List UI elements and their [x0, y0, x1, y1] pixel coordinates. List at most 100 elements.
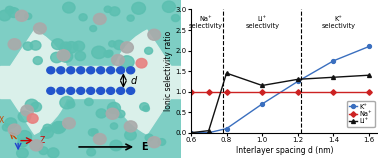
Circle shape: [106, 108, 119, 119]
Circle shape: [30, 140, 43, 151]
Circle shape: [96, 109, 107, 118]
Text: E: E: [141, 142, 148, 152]
Circle shape: [127, 87, 135, 94]
Circle shape: [148, 29, 161, 40]
Circle shape: [114, 40, 124, 50]
Circle shape: [75, 52, 85, 61]
Circle shape: [143, 106, 149, 112]
Circle shape: [57, 50, 70, 61]
Circle shape: [8, 8, 19, 18]
Text: Na⁺
selectivity: Na⁺ selectivity: [189, 16, 223, 29]
Text: d: d: [131, 76, 137, 86]
Circle shape: [93, 13, 106, 24]
K⁺: [189, 132, 193, 134]
Circle shape: [0, 10, 11, 21]
Circle shape: [27, 114, 38, 123]
Circle shape: [117, 87, 125, 94]
Circle shape: [110, 123, 118, 129]
Na⁺: [189, 91, 193, 93]
Circle shape: [91, 129, 98, 135]
Na⁺: [260, 91, 265, 93]
Circle shape: [79, 14, 87, 21]
Circle shape: [57, 87, 65, 94]
Circle shape: [148, 137, 161, 148]
Circle shape: [30, 41, 41, 50]
Circle shape: [107, 87, 115, 94]
Circle shape: [106, 50, 113, 56]
Circle shape: [85, 98, 93, 106]
Circle shape: [88, 129, 97, 136]
Circle shape: [5, 6, 14, 14]
Na⁺: [367, 91, 371, 93]
Circle shape: [51, 122, 65, 134]
Circle shape: [67, 101, 75, 108]
Circle shape: [41, 127, 53, 138]
Li⁺: [206, 130, 211, 132]
K⁺: [296, 80, 300, 82]
Circle shape: [110, 140, 122, 151]
Bar: [0, 66, 181, 98]
Text: X: X: [0, 116, 4, 125]
Circle shape: [17, 148, 28, 158]
Circle shape: [77, 87, 85, 94]
Li⁺: [189, 132, 193, 134]
Circle shape: [136, 58, 147, 68]
X-axis label: Interlayer spacing d (nm): Interlayer spacing d (nm): [236, 146, 333, 155]
Li⁺: [224, 72, 229, 74]
Circle shape: [34, 23, 46, 34]
Circle shape: [63, 118, 75, 129]
Circle shape: [117, 67, 125, 74]
Bar: [0, 98, 181, 158]
Circle shape: [67, 87, 75, 94]
Na⁺: [296, 91, 300, 93]
Circle shape: [92, 46, 106, 59]
Circle shape: [21, 105, 34, 116]
Circle shape: [73, 41, 85, 51]
Circle shape: [87, 67, 95, 74]
Circle shape: [112, 55, 124, 66]
Bar: [0, 0, 181, 66]
Na⁺: [206, 91, 211, 93]
Circle shape: [5, 118, 17, 128]
Circle shape: [87, 148, 96, 156]
Li⁺: [296, 78, 300, 80]
Circle shape: [31, 102, 42, 112]
Li⁺: [331, 76, 336, 78]
Circle shape: [43, 124, 52, 132]
Circle shape: [125, 130, 136, 140]
Circle shape: [8, 39, 21, 50]
Circle shape: [65, 42, 78, 53]
Circle shape: [107, 102, 121, 114]
Circle shape: [48, 148, 59, 158]
Line: K⁺: K⁺: [189, 45, 371, 135]
Circle shape: [60, 96, 74, 109]
Wedge shape: [113, 30, 181, 134]
Circle shape: [25, 99, 38, 111]
K⁺: [367, 46, 371, 47]
Circle shape: [145, 134, 153, 141]
Y-axis label: Ionic selectivity ratio: Ionic selectivity ratio: [164, 31, 173, 111]
Circle shape: [127, 15, 134, 21]
Circle shape: [127, 67, 135, 74]
Circle shape: [97, 67, 105, 74]
Circle shape: [17, 131, 31, 143]
Line: Li⁺: Li⁺: [189, 71, 371, 135]
K⁺: [260, 103, 265, 105]
Circle shape: [172, 15, 180, 22]
Text: K⁺
selectivity: K⁺ selectivity: [322, 16, 356, 29]
Circle shape: [8, 124, 21, 135]
Circle shape: [107, 67, 115, 74]
Wedge shape: [0, 30, 69, 134]
Circle shape: [77, 67, 85, 74]
Circle shape: [104, 6, 112, 12]
Circle shape: [121, 42, 133, 53]
Circle shape: [109, 41, 116, 47]
Circle shape: [140, 103, 149, 111]
Circle shape: [18, 111, 31, 122]
Circle shape: [25, 13, 32, 19]
Text: Z: Z: [40, 136, 45, 145]
Li⁺: [367, 74, 371, 76]
Circle shape: [97, 87, 105, 94]
Circle shape: [158, 139, 166, 145]
Circle shape: [67, 67, 75, 74]
